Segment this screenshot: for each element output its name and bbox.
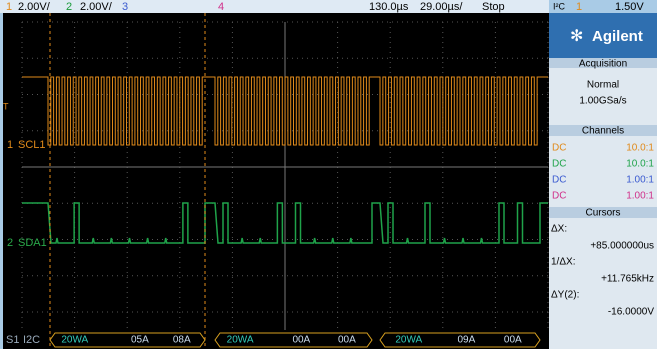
ch4-number: 4 [218,1,224,13]
trigger-marker: T [3,101,9,111]
channel-probe: 1.00:1 [626,175,654,186]
time-scale: 29.00µs/ [420,1,463,13]
acquisition-mode: Normal [587,80,619,91]
run-state: Stop [482,1,505,13]
inv-dx-value: +11.765kHz [601,274,654,285]
decoded-byte: 00A [338,335,356,346]
channel-probe: 10.0:1 [626,159,654,170]
decoded-byte: 20WA [395,335,422,346]
dx-value: +85.000000us [590,241,654,252]
ch2-number: 2 [66,1,72,13]
acquisition-rate: 1.00GSa/s [579,96,626,107]
channel-probe: 10.0:1 [626,143,654,154]
scl-number: 1 [7,139,13,151]
decoded-byte: 20WA [227,335,254,346]
serial-label: S1 [6,334,19,346]
acquisition-title: Acquisition [579,59,627,70]
brand-logo: ✻ [570,28,583,45]
ch1-number: 1 [6,1,12,13]
decoded-byte: 08A [173,335,191,346]
brand: Agilent [592,28,643,45]
channel-coupling: DC [552,191,566,202]
sda-label: SDA1 [18,237,47,249]
dy-label: ΔY(2): [551,290,579,301]
decoded-byte: 05A [131,335,149,346]
sda-number: 2 [7,237,13,249]
oscilloscope: 1 2.00V/ 2 2.00V/ 3 4 130.0µs 29.00µs/ S… [0,0,657,349]
inv-dx-label: 1/ΔX: [551,257,575,268]
trigger-source: I²C [553,1,565,11]
channel-probe: 1.00:1 [626,191,654,202]
decoded-byte: 09A [458,335,476,346]
trigger-channel: 1 [576,1,582,13]
dy-value: -16.0000V [608,307,654,318]
dx-label: ΔX: [551,224,567,235]
ch3-number: 3 [122,1,128,13]
trigger-level: 1.50V [615,1,644,13]
ch1-scale: 2.00V/ [18,1,51,13]
scl-label: SCL1 [18,139,46,151]
screen [3,13,549,349]
ch2-scale: 2.00V/ [80,1,113,13]
decoded-byte: 00A [504,335,522,346]
channel-coupling: DC [552,159,566,170]
decoded-byte: 00A [292,335,310,346]
decoded-byte: 20WA [61,335,88,346]
channel-coupling: DC [552,175,566,186]
time-delay: 130.0µs [369,1,409,13]
channel-coupling: DC [552,143,566,154]
protocol: I2C [23,334,40,346]
cursors-title: Cursors [585,208,620,219]
channels-title: Channels [582,126,624,137]
